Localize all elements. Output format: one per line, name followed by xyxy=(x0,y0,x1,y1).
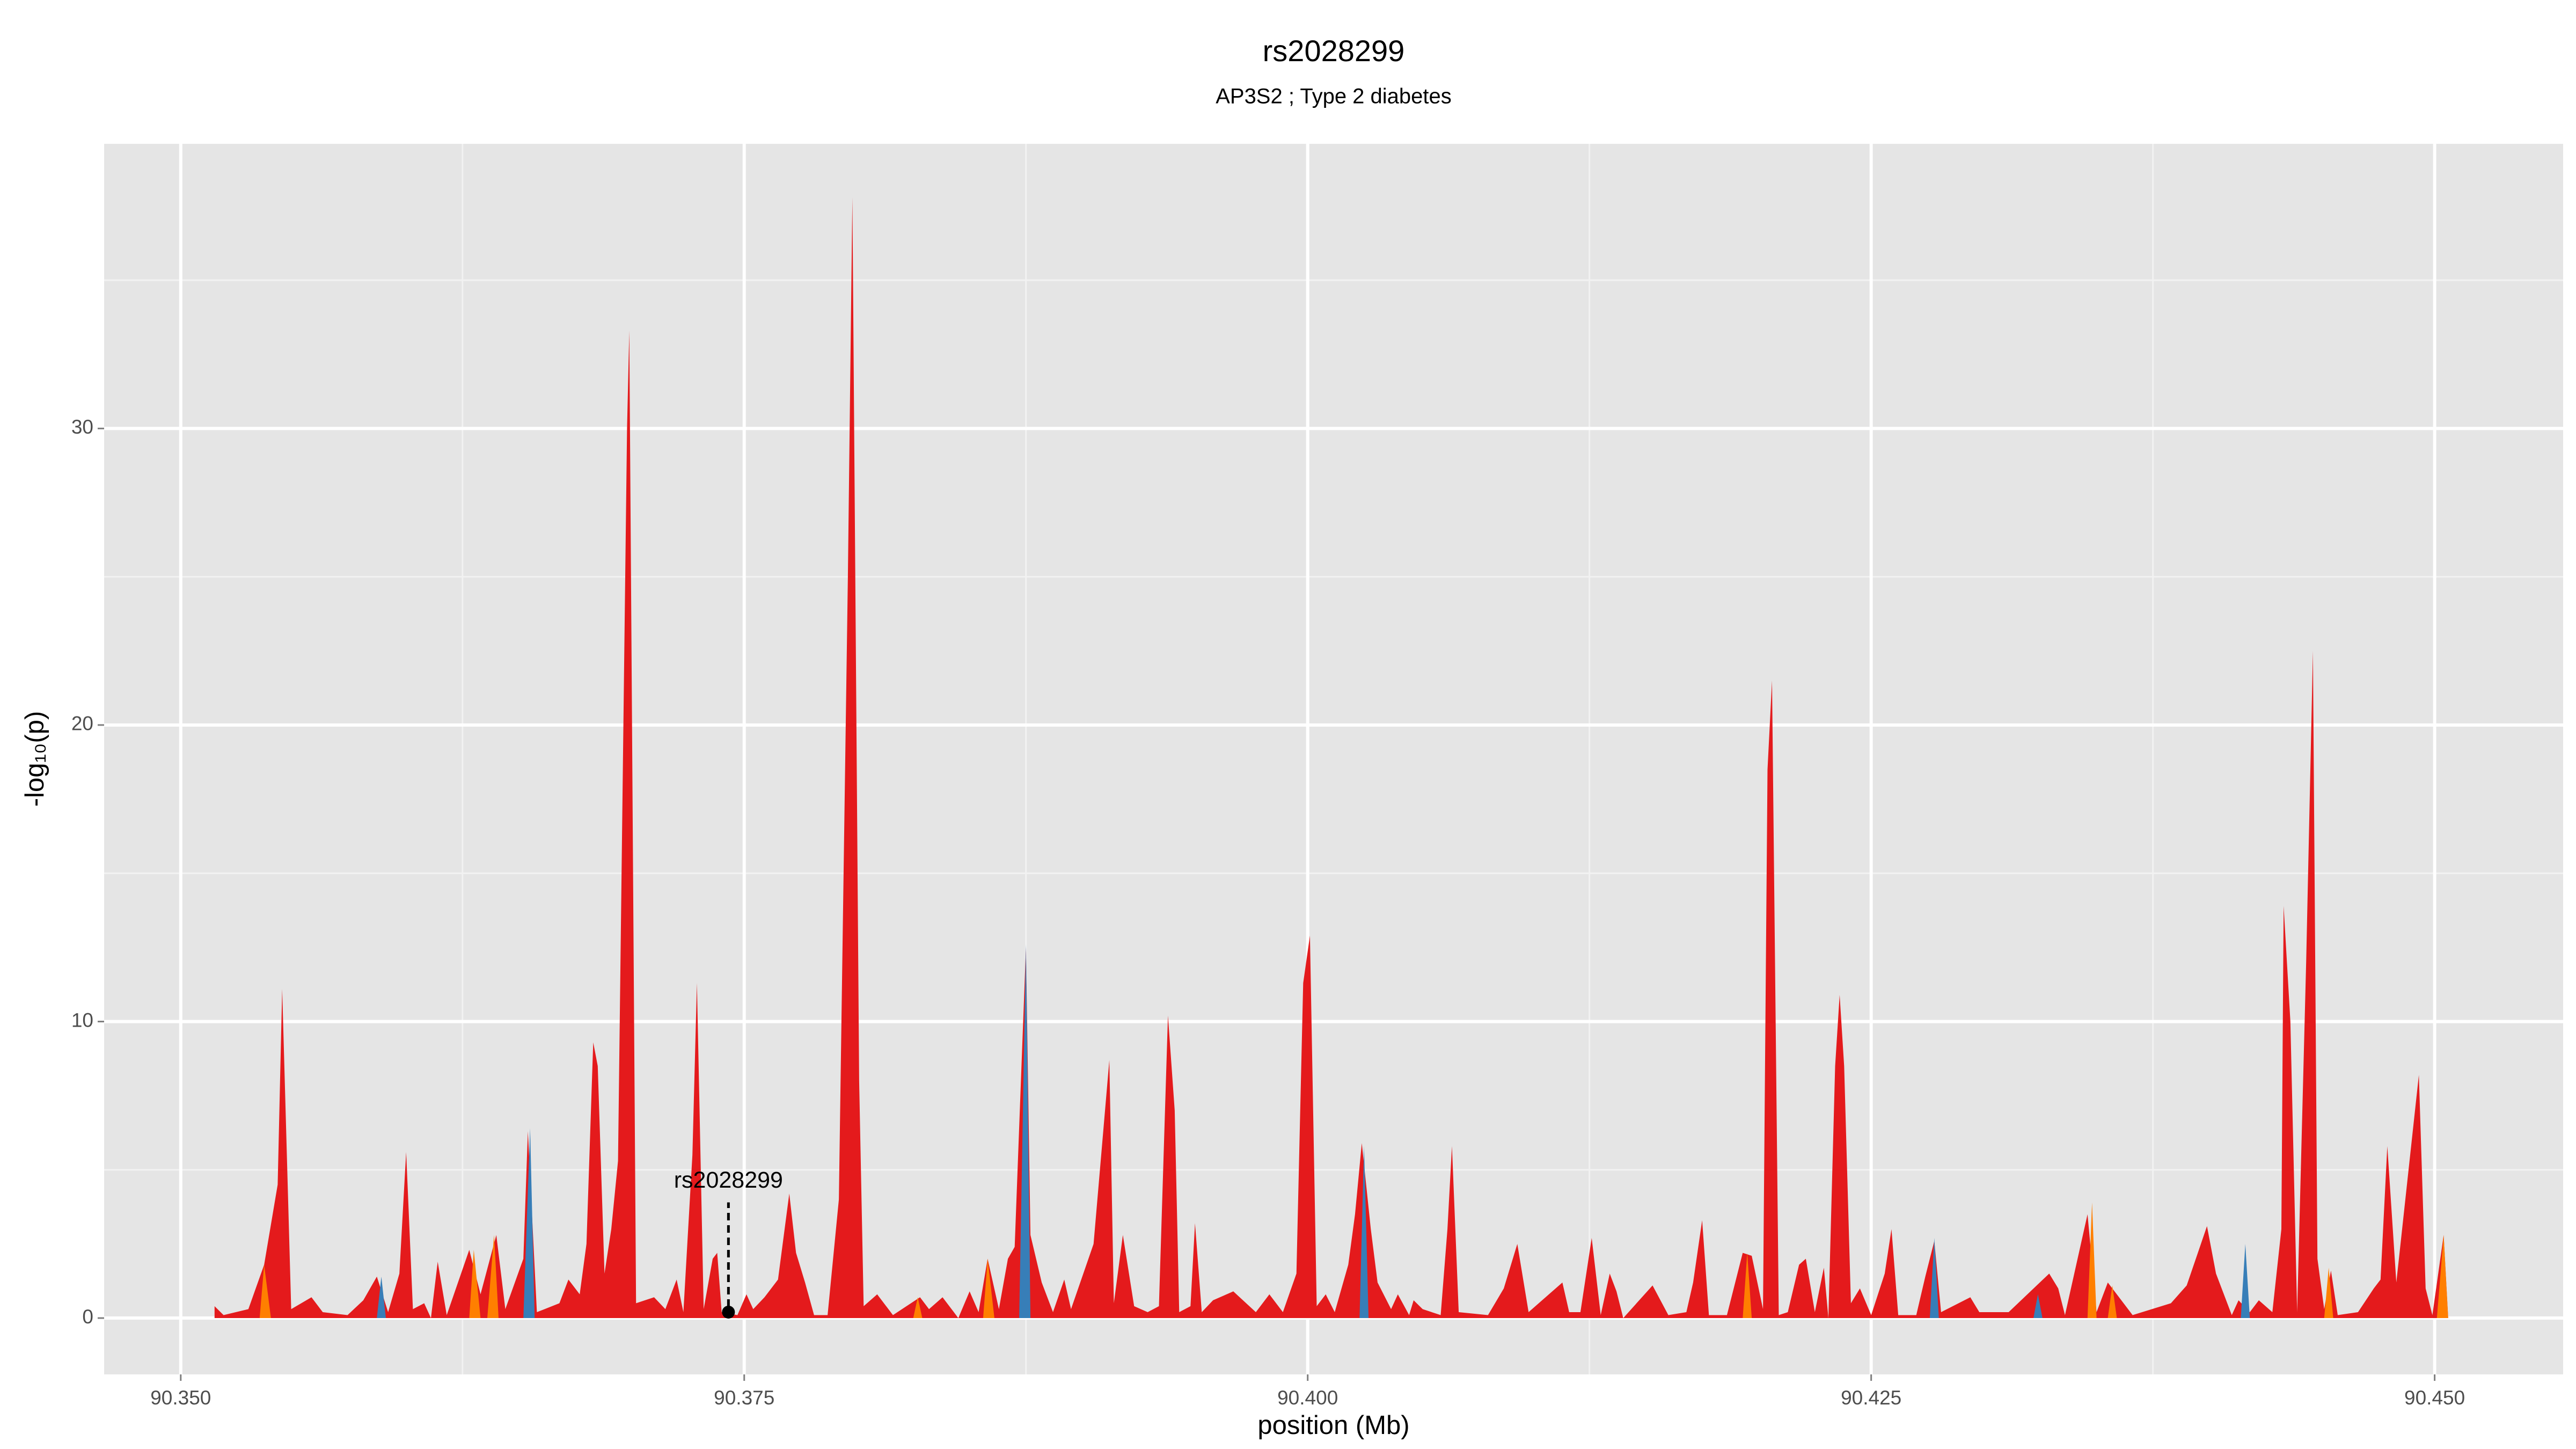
annotation-point xyxy=(722,1305,735,1319)
x-tick-label: 90.350 xyxy=(150,1387,211,1409)
x-tick-label: 90.375 xyxy=(714,1387,774,1409)
x-tick-label: 90.450 xyxy=(2404,1387,2465,1409)
y-tick-label: 0 xyxy=(82,1306,93,1328)
chart-subtitle: AP3S2 ; Type 2 diabetes xyxy=(1216,85,1452,108)
plot-panel xyxy=(104,144,2563,1374)
x-tick-label: 90.400 xyxy=(1277,1387,1338,1409)
annotation-label: rs2028299 xyxy=(674,1167,783,1193)
x-tick-label: 90.425 xyxy=(1841,1387,1901,1409)
area xyxy=(259,1202,2448,1319)
y-tick-label: 30 xyxy=(71,416,93,438)
x-axis-label: position (Mb) xyxy=(1257,1411,1409,1440)
y-tick-label: 10 xyxy=(71,1009,93,1031)
y-tick-label: 20 xyxy=(71,713,93,735)
y-axis-label: -log₁₀(p) xyxy=(20,711,49,807)
chart-title: rs2028299 xyxy=(1263,34,1405,68)
